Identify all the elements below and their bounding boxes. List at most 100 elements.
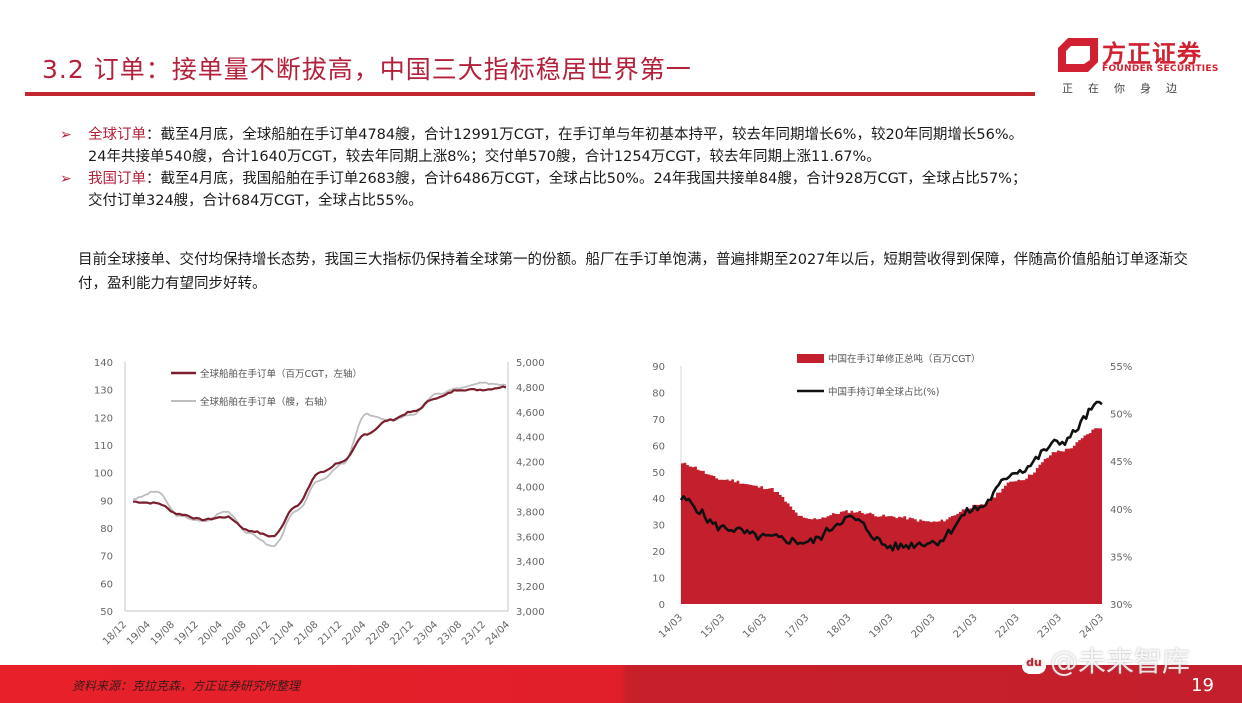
x-tick: 23/12 <box>460 619 488 647</box>
x-tick: 23/08 <box>436 619 464 647</box>
right-y-tick: 35% <box>1110 552 1132 563</box>
x-tick: 17/03 <box>783 612 811 640</box>
x-tick: 24/03 <box>1078 612 1106 640</box>
logo-english-name: FOUNDER SECURITIES <box>1102 64 1219 74</box>
x-tick: 20/03 <box>910 612 938 640</box>
legend-label-cgt: 全球船舶在手订单（百万CGT，左轴） <box>200 368 362 380</box>
x-tick: 20/12 <box>245 619 273 647</box>
legend-label-line: 中国手持订单全球占比(%) <box>828 386 939 398</box>
right-y-tick: 55% <box>1110 362 1132 373</box>
summary-paragraph: 目前全球接单、交付均保持增长态势，我国三大指标仍保持着全球第一的份额。船厂在手订… <box>78 252 1188 292</box>
x-tick: 18/12 <box>101 619 129 647</box>
left-y-tick: 90 <box>652 362 665 373</box>
x-tick: 23/03 <box>1036 612 1064 640</box>
x-tick: 19/04 <box>125 619 153 647</box>
bullet-key: 全球订单 <box>88 127 146 143</box>
legend-label-ships: 全球船舶在手订单（艘，右轴） <box>200 396 333 408</box>
x-tick: 19/08 <box>149 619 177 647</box>
right-y-tick: 3,400 <box>516 557 545 568</box>
arrow-bullet-icon: ➢ <box>60 171 72 187</box>
series-global-share-line <box>679 400 1103 552</box>
left-y-tick: 110 <box>94 441 113 452</box>
right-y-tick: 4,800 <box>516 383 545 394</box>
x-tick: 22/04 <box>340 619 368 647</box>
right-y-tick: 40% <box>1110 505 1132 516</box>
data-source-note: 资料来源：克拉克森，方正证券研究所整理 <box>72 679 301 693</box>
x-tick: 18/03 <box>825 612 853 640</box>
watermark-text: @未来智库 <box>1050 645 1191 678</box>
right-y-tick: 5,000 <box>516 358 545 369</box>
founder-logo-mark-icon <box>1058 38 1098 72</box>
bullet-text: 交付订单324艘，合计684万CGT，全球占比55%。 <box>88 193 423 209</box>
chart-legend: 中国在手订单修正总吨（百万CGT） 中国手持订单全球占比(%) <box>797 353 980 398</box>
left-y-tick: 130 <box>94 386 113 397</box>
founder-logo: 方正证券 FOUNDER SECURITIES <box>1058 34 1218 100</box>
x-tick: 14/03 <box>657 612 685 640</box>
right-y-tick: 3,600 <box>516 532 545 543</box>
left-y-tick: 50 <box>652 468 665 479</box>
right-y-tick: 30% <box>1110 600 1132 611</box>
x-tick: 23/04 <box>412 619 440 647</box>
left-y-tick: 40 <box>652 494 665 505</box>
series-cgt-line <box>133 385 507 538</box>
page-number: 19 <box>1191 675 1214 696</box>
logo-chinese-name: 方正证券 <box>1102 40 1202 68</box>
right-y-tick: 4,600 <box>516 408 545 419</box>
right-y-tick: 50% <box>1110 410 1132 421</box>
left-y-tick: 50 <box>100 607 113 618</box>
x-tick: 21/08 <box>292 619 320 647</box>
x-tick: 19/12 <box>173 619 201 647</box>
bullet-text: ：截至4月底，全球船舶在手订单4784艘，合计12991万CGT，在手订单与年初… <box>146 127 1024 143</box>
x-tick: 22/08 <box>364 619 392 647</box>
china-orderbook-area-chart: 90 80 70 60 50 40 30 20 10 0 55% 50% 45% 40% 35% 30% 14/… <box>652 353 1132 641</box>
title-divider <box>25 92 1035 96</box>
left-y-tick: 60 <box>100 579 113 590</box>
global-orderbook-line-chart: 140 130 120 110 100 90 80 70 60 50 5,000 4,800 4,600… <box>94 358 545 648</box>
x-tick: 21/04 <box>269 619 297 647</box>
left-y-tick: 70 <box>100 552 113 563</box>
x-tick: 20/04 <box>197 619 225 647</box>
x-tick: 22/03 <box>994 612 1022 640</box>
right-y-tick: 4,400 <box>516 433 545 444</box>
bullet-text: 24年共接单540艘，合计1640万CGT，较去年同期上涨8%；交付单570艘，… <box>88 149 881 165</box>
bullet-text: ：截至4月底，我国船舶在手订单2683艘，合计6486万CGT，全球占比50%。… <box>146 171 1027 187</box>
right-y-tick: 4,200 <box>516 458 545 469</box>
left-y-tick: 60 <box>652 441 665 452</box>
summary-bullets: ➢ 全球订单：截至4月底，全球船舶在手订单4784艘，合计12991万CGT，在… <box>58 124 1228 212</box>
x-tick: 21/03 <box>952 612 980 640</box>
bullet-china-orders: ➢ 我国订单：截至4月底，我国船舶在手订单2683艘，合计6486万CGT，全球… <box>58 168 1228 212</box>
series-ships-line <box>133 381 507 547</box>
x-tick: 20/08 <box>221 619 249 647</box>
left-y-tick: 120 <box>94 413 113 424</box>
x-tick: 16/03 <box>741 612 769 640</box>
right-y-tick: 3,000 <box>516 607 545 618</box>
left-y-tick: 90 <box>100 496 113 507</box>
left-y-tick: 140 <box>94 358 113 369</box>
left-y-tick: 80 <box>100 524 113 535</box>
page-title: 3.2 订单：接单量不断拔高，中国三大指标稳居世界第一 <box>42 55 692 84</box>
right-y-tick: 3,200 <box>516 582 545 593</box>
left-y-tick: 10 <box>652 574 665 585</box>
x-tick: 21/12 <box>316 619 344 647</box>
right-y-tick: 45% <box>1110 457 1132 468</box>
baidu-paw-icon: du <box>1022 652 1046 674</box>
company-slogan: 正在你身边 <box>1062 82 1192 95</box>
left-y-tick: 70 <box>652 415 665 426</box>
chart-legend: 全球船舶在手订单（百万CGT，左轴） 全球船舶在手订单（艘，右轴） <box>171 368 362 408</box>
legend-label-area: 中国在手订单修正总吨（百万CGT） <box>828 353 980 365</box>
x-tick: 15/03 <box>699 612 727 640</box>
bullet-key: 我国订单 <box>88 171 146 187</box>
x-tick: 22/12 <box>388 619 416 647</box>
left-y-tick: 80 <box>652 388 665 399</box>
x-tick: 24/04 <box>484 619 512 647</box>
bullet-global-orders: ➢ 全球订单：截至4月底，全球船舶在手订单4784艘，合计12991万CGT，在… <box>58 124 1228 168</box>
arrow-bullet-icon: ➢ <box>60 127 72 143</box>
left-y-tick: 100 <box>94 469 113 480</box>
right-y-tick: 3,800 <box>516 507 545 518</box>
legend-swatch-area <box>797 354 824 363</box>
left-y-tick: 0 <box>659 600 665 611</box>
x-tick: 19/03 <box>867 612 895 640</box>
right-y-tick: 4,000 <box>516 483 545 494</box>
left-y-tick: 20 <box>652 547 665 558</box>
watermark: du @未来智库 <box>1022 640 1190 680</box>
